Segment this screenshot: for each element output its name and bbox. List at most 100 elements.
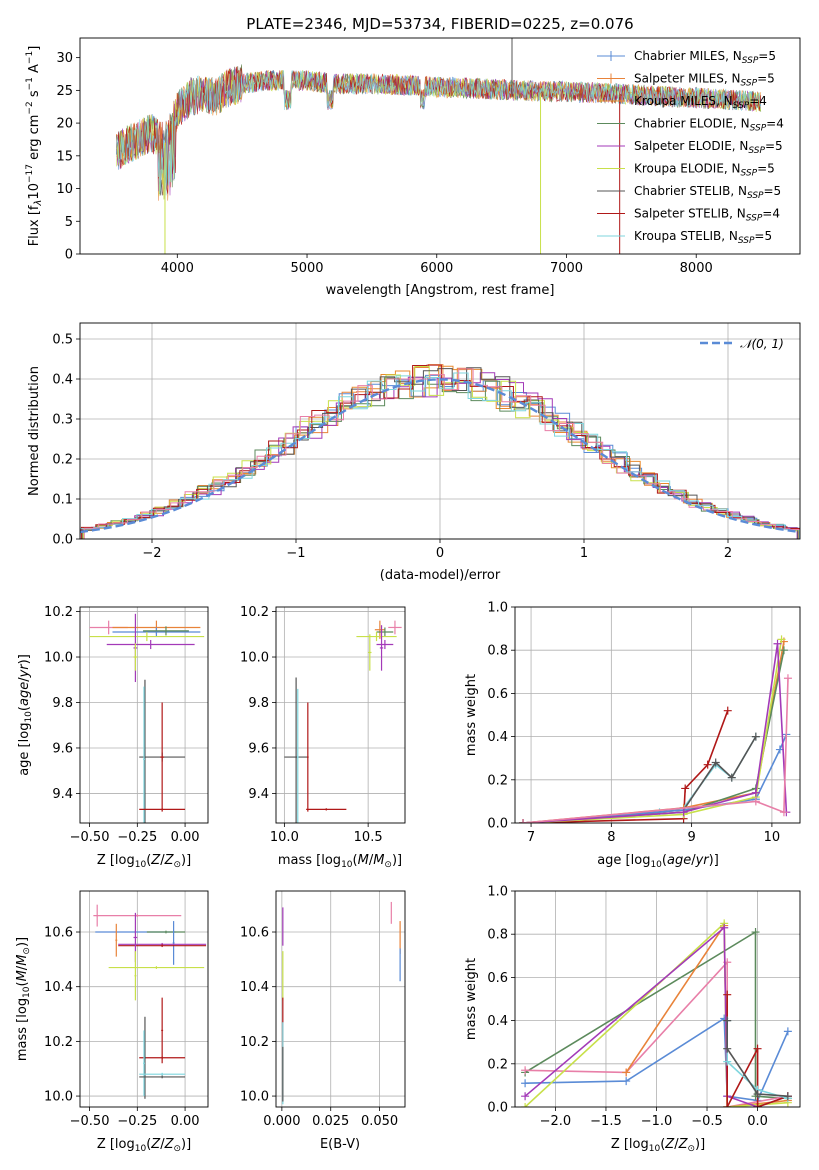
spectrum-axes: 4000 5000 6000 7000 8000 0 5 10 15 20 25 30 [56,51,712,276]
age_weight-xtick-label: 9 [687,830,695,845]
z_age-axes: −0.50 −0.25 0.00 9.4 9.6 9.8 10.0 10.2 [44,605,208,845]
z_weight-xtick-label: −2.0 [540,1114,572,1129]
z_mass-xtick-label: 0.00 [171,1114,200,1129]
spectrum-series-line [116,70,762,200]
z_weight-xtick-label: −1.5 [590,1114,622,1129]
residuals-histogram [80,372,800,539]
spectrum-xlabel: wavelength [Angstrom, rest frame] [326,283,555,298]
z_weight-point-marker [723,1016,732,1025]
z_weight-point-marker [783,1092,792,1101]
z_weight-point-marker [751,928,760,937]
z_mass-ytick-label: 10.2 [44,1035,73,1050]
age_weight-point-marker [779,646,788,655]
z_weight-point-marker [753,1044,762,1053]
residuals-ytick-label: 0.2 [52,453,73,468]
z_mass-ytick-label: 10.6 [44,926,73,941]
residuals-frame [79,322,801,540]
spectrum-legend-label: Salpeter STELIB, NSSP=4 [634,207,780,224]
spectrum-xtick-label: 8000 [680,261,713,276]
ebv_mass-xtick-label: 0.050 [361,1114,398,1129]
age_weight-frame [514,606,801,824]
z_weight-point-marker [521,1092,530,1101]
z_mass-ytick-label: 10.4 [44,980,73,995]
age_weight-ytick-label: 0.4 [487,730,508,745]
z_weight-ytick-label: 1.0 [487,885,508,900]
z_weight-axes: −2.0 −1.5 −1.0 −0.5 0.0 0.0 0.2 0.4 0.6 0.8 1.0 [487,885,800,1129]
mass_age-frame [275,606,406,824]
z_weight-xtick-label: −0.5 [691,1114,723,1129]
spectrum-ytick-label: 5 [65,215,73,230]
z_age-ytick-label: 10.0 [44,651,73,666]
ebv_mass-ytick-label: 10.0 [240,1090,269,1105]
z_weight-xtick-label: −1.0 [641,1114,673,1129]
z_mass-xtick-label: −0.25 [117,1114,157,1129]
age_weight-lines [519,635,792,823]
z_age-xtick-label: −0.25 [117,830,157,845]
residuals-histogram [83,368,800,539]
ebv_mass-axes: 0.000 0.025 0.050 10.0 10.2 10.4 10.6 [240,891,405,1129]
age_weight-axes: 7 8 9 10 0.0 0.2 0.4 0.6 0.8 1.0 [487,601,800,845]
age_weight-ytick-label: 0.0 [487,817,508,832]
age_weight-point-marker [751,797,760,806]
z_weight-lines [521,919,792,1107]
age_weight-point-marker [777,635,786,644]
age_weight-point-marker [779,808,788,817]
z_weight-series-line [524,930,788,1100]
ebv_mass-xtick-label: 0.025 [312,1114,349,1129]
age_weight-point-marker [751,732,760,741]
spectrum-ytick-label: 15 [56,149,73,164]
age_weight-ytick-label: 0.6 [487,687,508,702]
age_weight-point-marker [773,639,782,648]
z_age-xtick-label: −0.50 [70,830,110,845]
z_weight-point-marker [521,1079,530,1088]
spectrum-xtick-label: 7000 [550,261,583,276]
spectrum-xtick-label: 4000 [161,261,194,276]
spectrum-series-line [116,65,762,180]
spectrum-legend-label: Kroupa STELIB, NSSP=5 [634,229,772,246]
spectrum-legend-label: Chabrier ELODIE, NSSP=4 [634,117,784,134]
spectrum-ylabel: Flux [fλ10−17 erg cm−2 s−1 A−1] [25,46,44,247]
spectrum-ytick-label: 25 [56,84,73,99]
spectrum-legend-label: Chabrier MILES, NSSP=5 [634,49,776,66]
residuals-xtick-label: 1 [580,546,588,561]
residuals-histogram [81,376,800,539]
z_age-xtick-label: 0.00 [171,830,200,845]
z_weight-ylabel: mass weight [464,958,479,1040]
z_weight-ytick-label: 0.8 [487,928,508,943]
z_age-frame [79,606,209,824]
residuals-ytick-label: 0.1 [52,493,73,508]
spectrum-ytick-label: 20 [56,117,73,132]
residuals-histogram [80,365,800,539]
spectrum-ytick-label: 0 [65,248,73,263]
mass_age-points [284,620,402,823]
z_weight-xtick-label: 0.0 [747,1114,768,1129]
z_mass-axes: −0.50 −0.25 0.00 10.0 10.2 10.4 10.6 [44,891,208,1129]
figure-title: PLATE=2346, MJD=53734, FIBERID=0225, z=0… [246,15,633,33]
spectrum-legend-label: Kroupa ELODIE, NSSP=5 [634,162,775,179]
age_weight-xtick-label: 8 [607,830,615,845]
ebv_mass-frame [275,890,406,1108]
spectrum-lines [116,38,762,254]
residuals-xlabel: (data-model)/error [380,568,501,583]
residuals-histogram [83,366,800,539]
z_mass-points [93,904,207,1099]
ebv_mass-ytick-label: 10.6 [240,926,269,941]
mass_age-ytick-label: 9.4 [248,787,269,802]
age_weight-xtick-label: 7 [527,830,535,845]
residuals-xtick-label: 2 [724,546,732,561]
z_weight-point-marker [753,1090,762,1099]
mass_age-xtick-label: 10.5 [354,830,383,845]
residuals-histogram [82,364,800,539]
z_age-ytick-label: 9.6 [52,741,73,756]
spectrum-xtick-label: 5000 [290,261,323,276]
z_weight-ytick-label: 0.6 [487,971,508,986]
z_weight-ytick-label: 0.4 [487,1014,508,1029]
z_weight-point-marker [720,923,729,932]
age_weight-ylabel: mass weight [464,674,479,756]
mass_age-ytick-label: 10.0 [240,651,269,666]
mass_age-ytick-label: 9.6 [248,741,269,756]
z_age-ytick-label: 9.4 [52,787,73,802]
age_weight-point-marker [679,808,688,817]
age_weight-series-line [522,678,789,823]
